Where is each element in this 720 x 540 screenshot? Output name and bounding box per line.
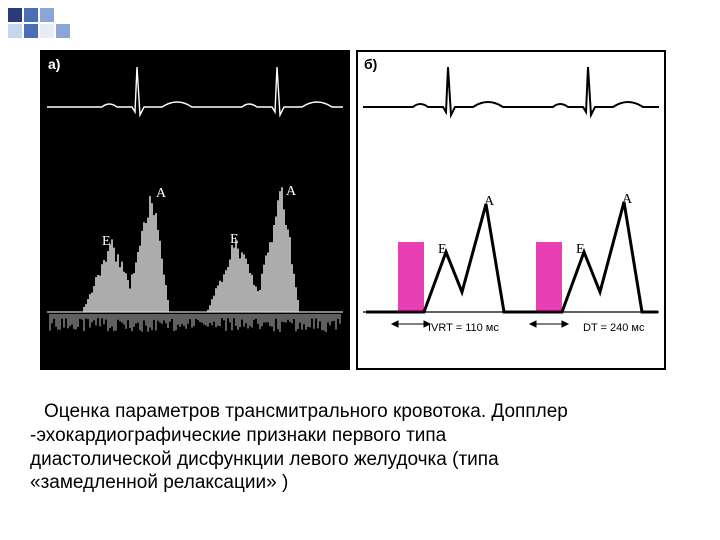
accent-sq <box>56 24 70 38</box>
peak-e-label: E <box>438 242 447 258</box>
slide-accent-row2 <box>8 24 70 38</box>
panel-b-svg <box>358 52 664 368</box>
accent-sq <box>40 8 54 22</box>
peak-e-label: E <box>102 234 111 250</box>
dt-label: DT = 240 мс <box>583 322 644 334</box>
panel-a: а) E A E A <box>40 50 350 370</box>
panel-b: б) E A E A IVRT = 110 мс DT = 240 мс <box>356 50 666 370</box>
caption-line: Оценка параметров трансмитрального крово… <box>44 401 568 422</box>
peak-a-label: A <box>622 192 632 208</box>
figure-caption: Оценка параметров трансмитрального крово… <box>30 400 702 495</box>
accent-sq <box>24 24 38 38</box>
caption-line: -эхокардиографические признаки первого т… <box>30 425 446 446</box>
accent-sq <box>8 24 22 38</box>
panel-b-label: б) <box>364 56 377 72</box>
accent-sq <box>24 8 38 22</box>
figure-row: а) E A E A б) E <box>40 50 666 370</box>
ivrt-label: IVRT = 110 мс <box>428 322 499 334</box>
slide-accent <box>8 8 54 22</box>
caption-line: «замедленной релаксации» ) <box>30 472 288 493</box>
caption-line: диастолической дисфункции левого желудоч… <box>30 449 499 470</box>
peak-e-label: E <box>230 232 239 248</box>
panel-a-label: а) <box>48 56 60 72</box>
accent-sq <box>40 24 54 38</box>
panel-a-svg <box>42 52 348 368</box>
peak-a-label: A <box>286 184 296 200</box>
accent-sq <box>8 8 22 22</box>
peak-a-label: A <box>156 186 166 202</box>
peak-e-label: E <box>576 242 585 258</box>
peak-a-label: A <box>484 194 494 210</box>
